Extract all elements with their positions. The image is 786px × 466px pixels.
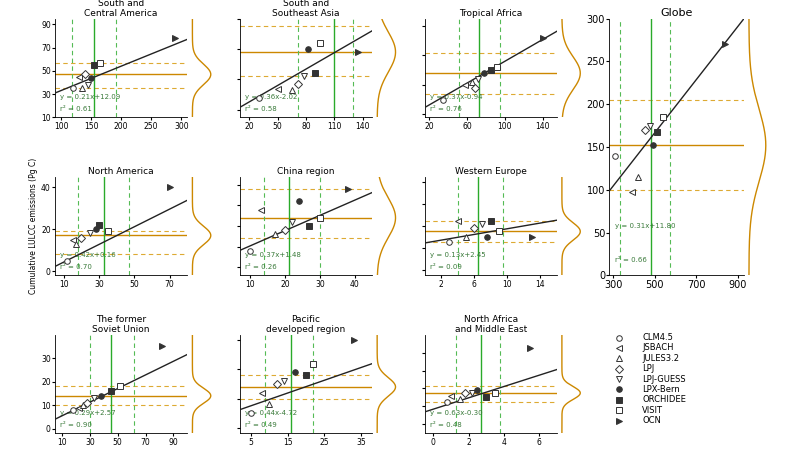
Title: Tropical Africa: Tropical Africa [459, 9, 522, 18]
Text: r² = 0.66: r² = 0.66 [615, 257, 647, 262]
Text: JULES3.2: JULES3.2 [642, 354, 679, 363]
Title: North America: North America [88, 167, 154, 176]
Text: r² = 0.70: r² = 0.70 [61, 264, 92, 270]
Text: r² = 0.61: r² = 0.61 [61, 106, 92, 112]
Text: LPX-Bern: LPX-Bern [642, 385, 680, 394]
Text: r² = 0.09: r² = 0.09 [430, 264, 461, 270]
Text: y = 0.42x+0.16: y = 0.42x+0.16 [61, 252, 116, 258]
Text: y = 0.37x+1.48: y = 0.37x+1.48 [245, 252, 301, 258]
Text: y = 0.37x-0.94: y = 0.37x-0.94 [430, 94, 483, 100]
Text: r² = 0.90: r² = 0.90 [61, 423, 92, 428]
Title: China region: China region [277, 167, 335, 176]
Text: y = 0.63x-0.30: y = 0.63x-0.30 [430, 410, 483, 416]
Text: y = 0.21x+12.09: y = 0.21x+12.09 [61, 94, 120, 100]
Text: LPJ: LPJ [642, 364, 655, 373]
Y-axis label: Cumulative LULCC emissions (Pg C): Cumulative LULCC emissions (Pg C) [29, 158, 39, 294]
Text: VISIT: VISIT [642, 406, 663, 415]
Title: South and
Southeast Asia: South and Southeast Asia [272, 0, 340, 18]
Title: North Africa
and Middle East: North Africa and Middle East [454, 315, 527, 334]
Title: The former
Soviet Union: The former Soviet Union [93, 315, 150, 334]
Text: LPJ-GUESS: LPJ-GUESS [642, 375, 686, 384]
Title: Pacific
developed region: Pacific developed region [266, 315, 346, 334]
Text: r² = 0.76: r² = 0.76 [430, 106, 461, 112]
Text: OCN: OCN [642, 416, 661, 425]
Text: y = 0.31x+11.80: y = 0.31x+11.80 [615, 223, 675, 229]
Text: y = 0.44x-4.72: y = 0.44x-4.72 [245, 410, 297, 416]
Text: r² = 0.58: r² = 0.58 [245, 106, 277, 112]
Text: y = 0.36x-2.02: y = 0.36x-2.02 [245, 94, 297, 100]
Text: r² = 0.49: r² = 0.49 [245, 423, 277, 428]
Title: South and
Central America: South and Central America [84, 0, 158, 18]
Text: ORCHIDEE: ORCHIDEE [642, 395, 686, 404]
Text: y = 0.13x+2.45: y = 0.13x+2.45 [430, 252, 486, 258]
Text: r² = 0.48: r² = 0.48 [430, 423, 461, 428]
Text: CLM4.5: CLM4.5 [642, 333, 673, 342]
Title: Western Europe: Western Europe [455, 167, 527, 176]
Text: JSBACH: JSBACH [642, 343, 674, 352]
Text: r² = 0.26: r² = 0.26 [245, 264, 277, 270]
Text: y = 0.29x+2.57: y = 0.29x+2.57 [61, 410, 116, 416]
Title: Globe: Globe [660, 8, 692, 18]
